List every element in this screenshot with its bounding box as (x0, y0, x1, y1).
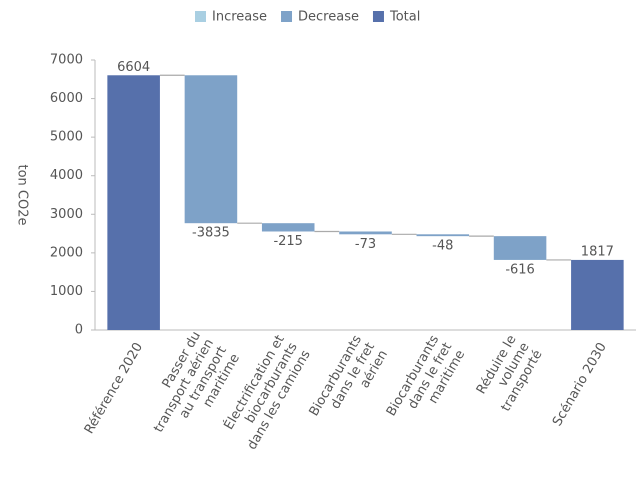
legend-swatch (195, 11, 206, 22)
y-tick-label: 0 (75, 323, 83, 338)
x-tick-label-group: Référence 2020 (82, 340, 146, 436)
bar (184, 75, 238, 224)
y-tick-label: 4000 (50, 168, 83, 183)
value-label: -73 (355, 237, 376, 252)
legend-label: Total (389, 10, 420, 25)
y-tick-label: 3000 (50, 207, 83, 222)
legend-swatch (372, 11, 384, 22)
value-label: -48 (432, 239, 453, 254)
legend-swatch (281, 11, 293, 22)
bar (261, 223, 315, 232)
y-tick-label: 5000 (50, 130, 83, 145)
value-label: -3835 (192, 226, 230, 241)
x-tick-label: Scénario 2030 (550, 340, 610, 429)
legend-label: Increase (212, 10, 267, 25)
y-tick-label: 1000 (50, 284, 83, 299)
bar (416, 234, 470, 237)
y-tick-label: 6000 (50, 91, 83, 106)
y-tick-label: 2000 (50, 245, 83, 260)
bar (493, 236, 547, 260)
bar (339, 231, 392, 235)
bar (107, 75, 160, 330)
x-tick-label: Référence 2020 (82, 340, 146, 436)
value-label: -616 (505, 262, 535, 277)
value-label: -215 (273, 234, 303, 249)
value-label: 6604 (117, 60, 150, 75)
value-label: 1817 (581, 244, 614, 259)
y-axis-label: ton CO2e (15, 164, 30, 225)
y-tick-label: 7000 (50, 53, 83, 68)
x-tick-label-group: Scénario 2030 (550, 340, 610, 429)
bar (571, 259, 624, 330)
legend-label: Decrease (298, 10, 359, 25)
